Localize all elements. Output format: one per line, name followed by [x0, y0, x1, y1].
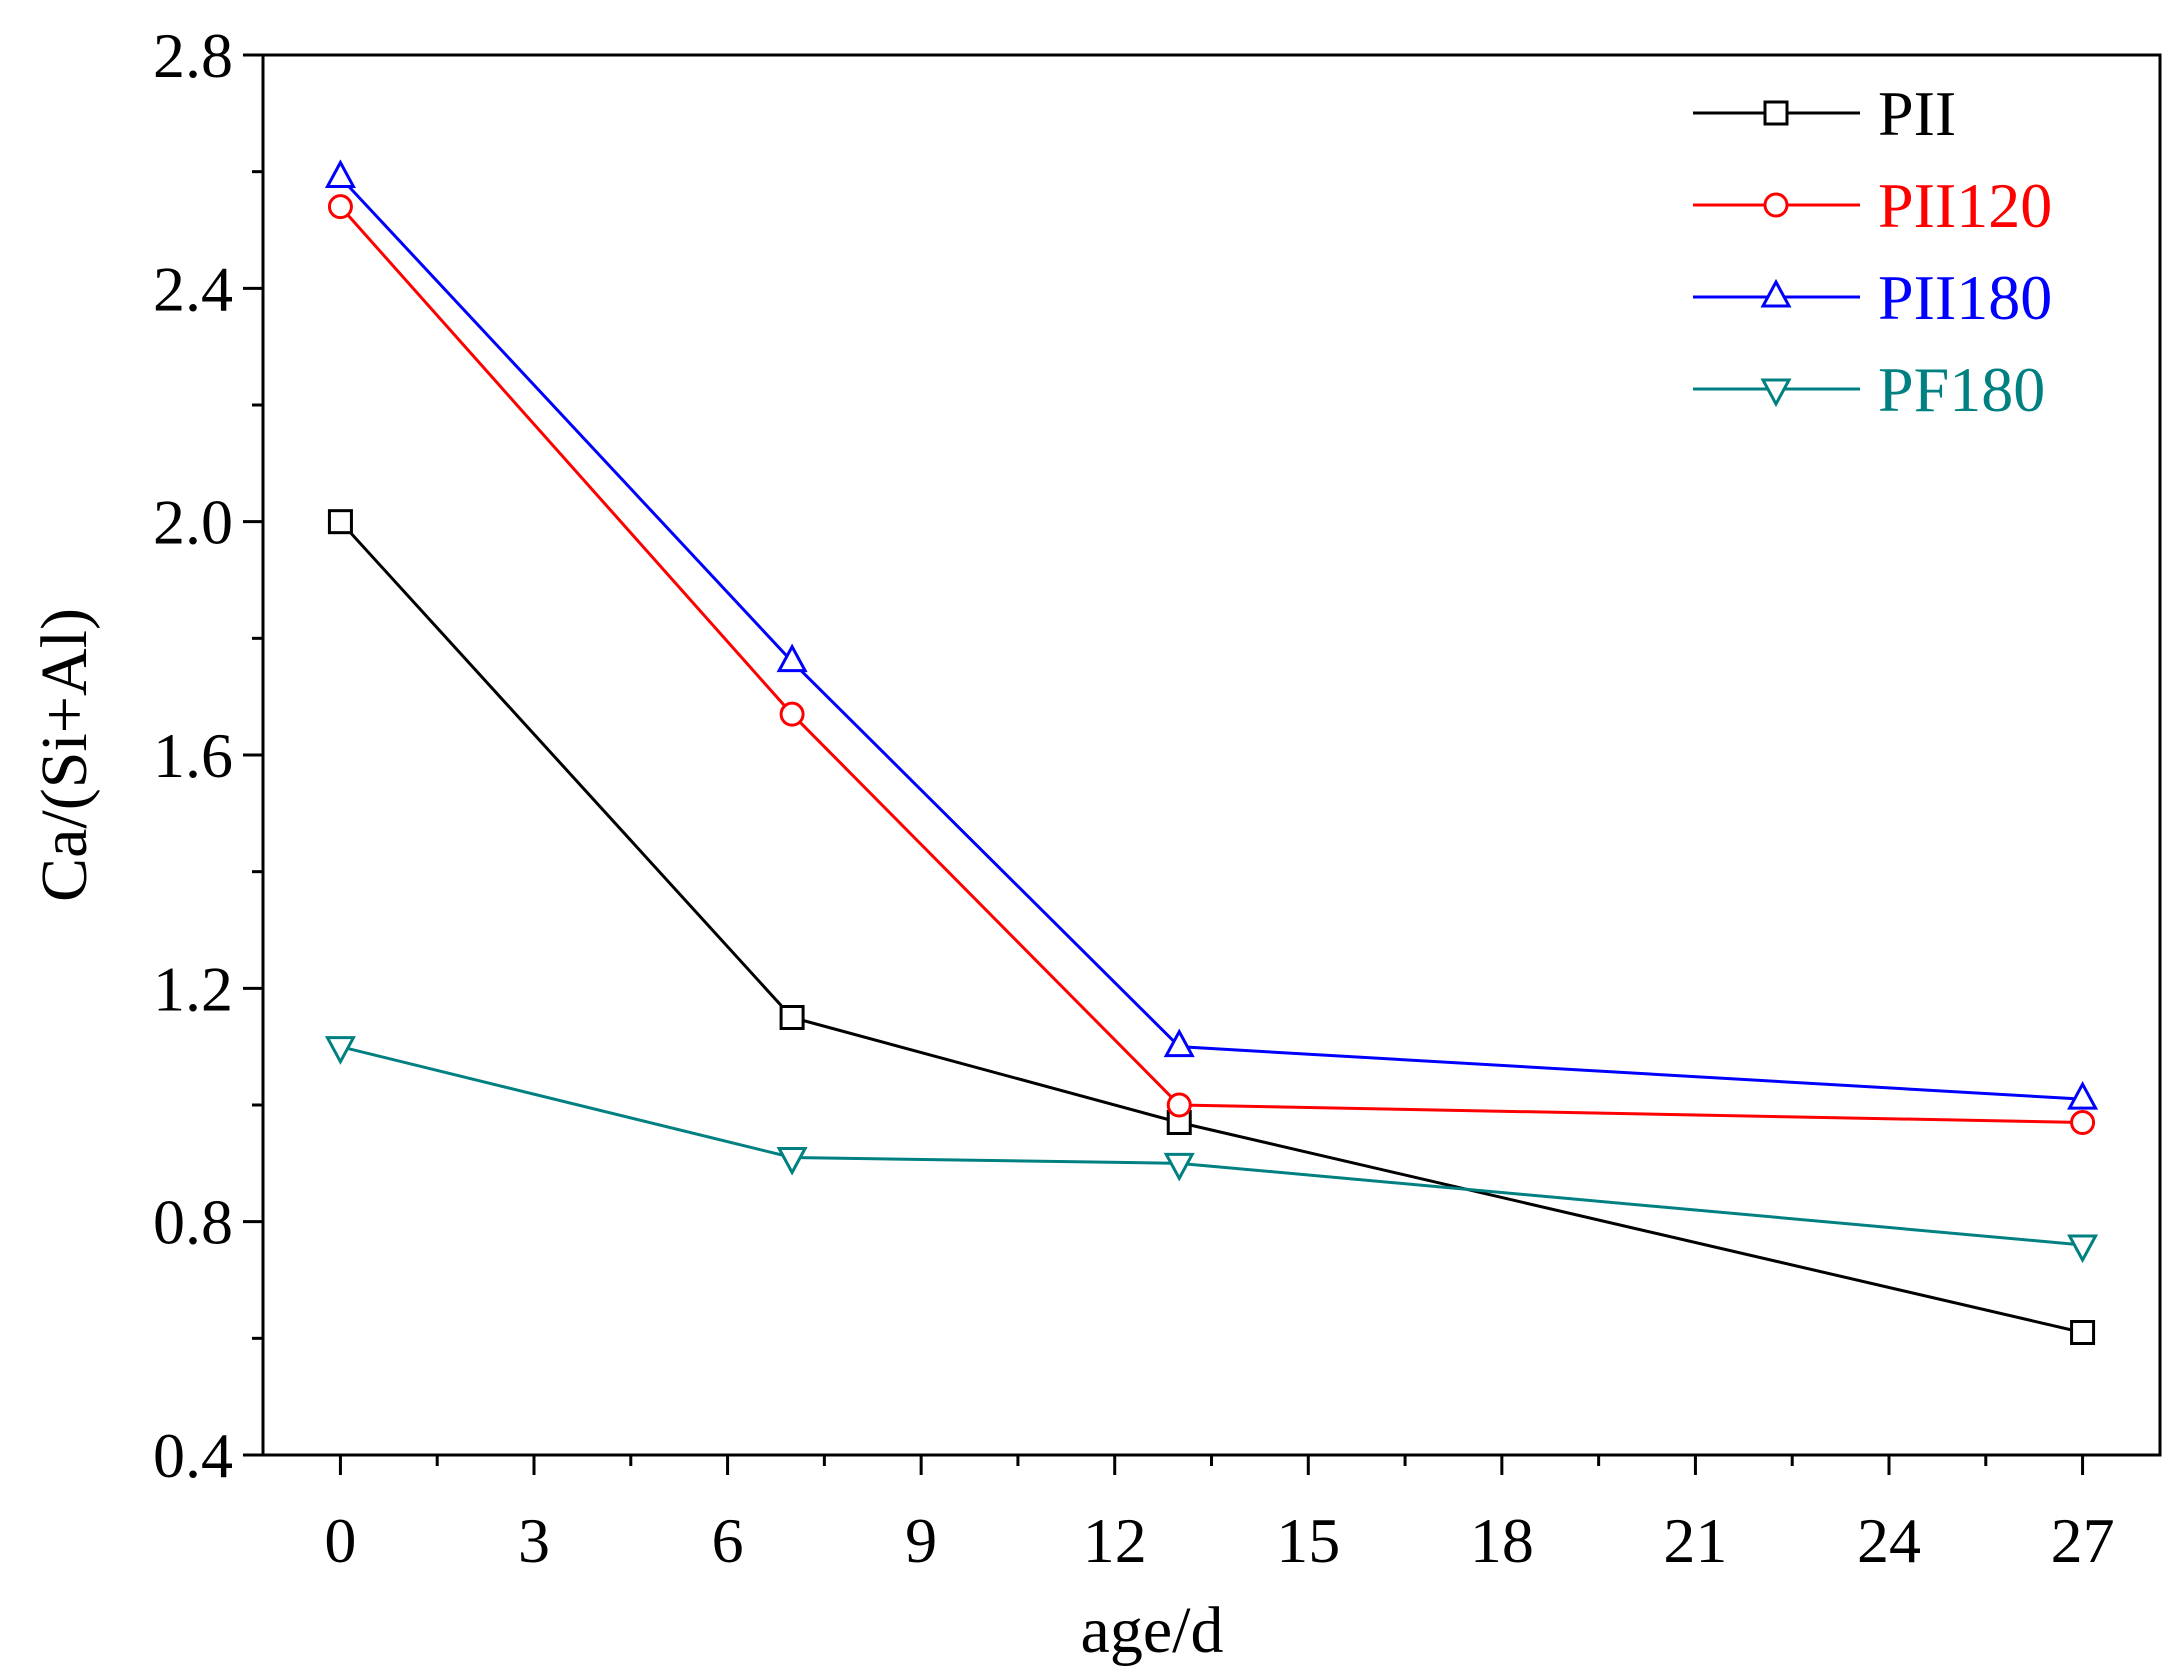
- data-point-pf180: [1163, 1152, 1195, 1182]
- legend-label-pii180: PII180: [1878, 262, 2052, 333]
- series-pii: [327, 509, 2096, 1345]
- data-point-pii180: [1163, 1028, 1195, 1058]
- x-axis: 0 3 6 9 12 15 18 21 24 27: [324, 1455, 2115, 1576]
- x-tick-label: 27: [2051, 1505, 2115, 1576]
- plot-area-frame: [261, 53, 2162, 1457]
- x-tick-label: 24: [1857, 1505, 1921, 1576]
- legend-marker-pf180: [1760, 378, 1792, 408]
- series-line-pf180: [340, 1045, 2083, 1247]
- data-point-pii180: [2067, 1081, 2099, 1110]
- legend-label-pii120: PII120: [1878, 170, 2052, 241]
- series-line-pii: [339, 520, 2083, 1334]
- legend-marker-pii: [1763, 100, 1789, 126]
- legend: PII PII120 PII180 PF180: [1693, 78, 2052, 425]
- data-point-pii180: [776, 643, 808, 673]
- y-tick-label: 2.8: [153, 20, 233, 91]
- data-point-pii120: [779, 701, 805, 727]
- legend-item-pii120: PII120: [1693, 170, 2052, 241]
- x-tick-label: 9: [905, 1505, 937, 1576]
- x-tick-label: 12: [1083, 1505, 1147, 1576]
- legend-item-pii180: PII180: [1693, 262, 2052, 333]
- data-point-pf180: [2067, 1234, 2099, 1264]
- y-axis: 0.4 0.8 1.2 1.6 2.0 2.4 2.8: [153, 20, 263, 1491]
- data-point-pii: [779, 1005, 805, 1030]
- legend-marker-pii180: [1760, 278, 1792, 308]
- series-line-pii180: [339, 176, 2083, 1101]
- x-tick-label: 21: [1663, 1505, 1727, 1576]
- data-point-pii120: [1166, 1092, 1192, 1118]
- legend-label-pf180: PF180: [1878, 354, 2045, 425]
- data-point-pf180: [776, 1147, 808, 1176]
- data-point-pii120: [2070, 1110, 2096, 1135]
- data-point-pii120: [327, 194, 353, 220]
- y-tick-label: 2.0: [153, 487, 233, 558]
- x-axis-label: age/d: [1081, 1594, 1224, 1667]
- series-pii120: [327, 194, 2096, 1135]
- x-tick-label: 0: [324, 1505, 356, 1576]
- legend-item-pii: PII: [1693, 78, 1956, 149]
- y-tick-label: 0.4: [153, 1420, 233, 1491]
- x-tick-label: 18: [1470, 1505, 1534, 1576]
- data-point-pii: [2070, 1320, 2096, 1345]
- y-tick-label: 2.4: [153, 253, 233, 324]
- x-tick-label: 3: [518, 1505, 550, 1576]
- y-tick-label: 1.2: [153, 953, 233, 1024]
- x-tick-label: 15: [1276, 1505, 1340, 1576]
- y-tick-label: 0.8: [153, 1187, 233, 1258]
- data-point-pii180: [324, 159, 356, 188]
- series-pii180: [324, 159, 2099, 1110]
- legend-marker-pii120: [1763, 192, 1789, 218]
- y-axis-label: Ca/(Si+Al): [28, 608, 101, 902]
- series-line-pii120: [339, 205, 2083, 1124]
- legend-label-pii: PII: [1878, 78, 1956, 149]
- legend-item-pf180: PF180: [1693, 354, 2045, 425]
- series-pf180: [324, 1036, 2099, 1264]
- x-tick-label: 6: [712, 1505, 744, 1576]
- data-point-pf180: [324, 1036, 356, 1065]
- data-point-pii: [327, 509, 353, 535]
- y-tick-label: 1.6: [153, 720, 233, 791]
- plot-series: [324, 159, 2099, 1345]
